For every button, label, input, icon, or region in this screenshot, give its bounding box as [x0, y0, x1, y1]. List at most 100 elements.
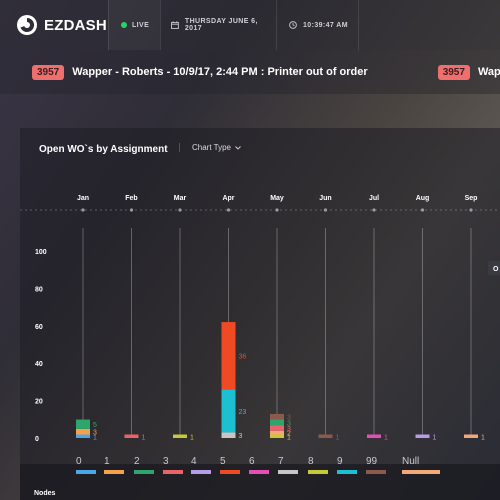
data-label: 3	[287, 415, 291, 422]
data-label: 1	[93, 434, 97, 441]
month-label: Jan	[77, 195, 89, 202]
live-label: LIVE	[132, 21, 150, 29]
bar-segment[interactable]	[173, 434, 187, 439]
legend-swatch	[366, 470, 386, 474]
legend-label: Null	[402, 456, 420, 467]
month-label: Aug	[416, 195, 430, 202]
bar-segment[interactable]	[76, 434, 90, 439]
data-label: 1	[481, 434, 485, 441]
legend-item-null[interactable]: Null	[402, 456, 440, 474]
legend-item-9[interactable]: 9	[337, 456, 357, 474]
clock-icon	[289, 21, 297, 29]
time-label: 10:39:47 AM	[303, 21, 348, 29]
data-label: 23	[239, 409, 247, 416]
month-label: Jul	[369, 195, 379, 202]
legend-label: 5	[220, 456, 226, 467]
legend-item-7[interactable]: 7	[278, 456, 298, 474]
legend-item-99[interactable]: 99	[366, 456, 386, 474]
bar-segment[interactable]	[221, 432, 236, 438]
brand-name: EZDASH	[44, 16, 107, 34]
bar-segment[interactable]	[76, 419, 90, 429]
legend-item-1[interactable]: 1	[104, 456, 124, 474]
bar-segment[interactable]	[270, 419, 284, 426]
bar-segment[interactable]	[270, 430, 284, 435]
bar-segment[interactable]	[270, 413, 284, 420]
data-label: 3	[239, 433, 243, 440]
bar-segment[interactable]	[415, 434, 430, 439]
legend-label: 9	[337, 456, 343, 467]
top-bar-spacer	[358, 0, 500, 50]
data-label: 1	[384, 434, 388, 441]
chevron-down-icon	[235, 145, 241, 150]
legend-swatch	[76, 470, 96, 474]
legend-label: 4	[191, 456, 197, 467]
legend-label: 2	[134, 456, 140, 467]
ticker-message: Wapper - Roberts - 10/9/17, 2:44 PM : Pr…	[72, 66, 368, 78]
time-display: 10:39:47 AM	[276, 0, 358, 50]
data-label: 3	[287, 426, 291, 433]
tooltip-text: O	[493, 266, 499, 273]
chart-type-label: Chart Type	[192, 143, 231, 152]
legend-item-0[interactable]: 0	[76, 456, 96, 474]
calendar-icon	[171, 21, 179, 29]
legend-swatch	[134, 470, 154, 474]
ticker-item[interactable]: 3957 Wapper - Ro	[437, 64, 500, 80]
legend-item-8[interactable]: 8	[308, 456, 328, 474]
legend-label: 0	[76, 456, 82, 467]
month-marker	[178, 208, 182, 212]
month-label: Jun	[319, 195, 331, 202]
bar-segment[interactable]	[270, 434, 284, 439]
month-label: May	[270, 195, 284, 202]
date-label: THURSDAY JUNE 6, 2017	[184, 18, 258, 32]
legend-title: Nodes	[34, 490, 56, 497]
month-label: Feb	[125, 195, 137, 202]
chart-type-dropdown[interactable]: Chart Type	[179, 143, 241, 152]
legend-swatch	[308, 470, 328, 474]
data-label: 1	[142, 434, 146, 441]
legend-item-2[interactable]: 2	[134, 456, 154, 474]
data-label: 1	[433, 434, 437, 441]
y-tick-label: 60	[35, 324, 43, 331]
date-display: THURSDAY JUNE 6, 2017	[160, 0, 276, 50]
bar-segment[interactable]	[221, 322, 236, 390]
legend-swatch	[278, 470, 298, 474]
top-bar: EZDASH LIVE THURSDAY JUNE 6, 2017 10:39:…	[0, 0, 500, 50]
live-indicator[interactable]: LIVE	[108, 0, 160, 50]
legend-label: 7	[278, 456, 284, 467]
legend-label: 6	[249, 456, 255, 467]
bar-segment[interactable]	[76, 428, 90, 435]
month-label: Sep	[465, 195, 478, 202]
brand[interactable]: EZDASH	[0, 0, 108, 50]
data-label: 3	[287, 420, 291, 427]
y-tick-label: 40	[35, 361, 43, 368]
nodes-legend: Nodes 0 1 2 3 4 5 6 7 8 9 99 Null	[20, 456, 500, 500]
legend-swatch	[220, 470, 240, 474]
legend-item-6[interactable]: 6	[249, 456, 269, 474]
data-label: 36	[239, 354, 247, 361]
legend-label: 99	[366, 456, 378, 467]
data-label: 3	[93, 430, 97, 437]
bar-segment[interactable]	[464, 434, 478, 439]
legend-item-4[interactable]: 4	[191, 456, 211, 474]
data-label: 1	[190, 434, 194, 441]
month-marker	[372, 208, 376, 212]
ticker-item[interactable]: 3957 Wapper - Roberts - 10/9/17, 2:44 PM…	[32, 64, 368, 80]
data-label: 1	[336, 434, 340, 441]
bar-segment[interactable]	[270, 425, 284, 431]
data-label: 1	[287, 434, 291, 441]
bar-segment[interactable]	[221, 389, 236, 433]
stacked-bar-chart: 020406080100Jan135Feb1Mar1Apr32336May123…	[20, 195, 500, 443]
y-tick-label: 100	[35, 249, 47, 256]
y-tick-label: 0	[35, 436, 39, 443]
month-label: Mar	[174, 195, 187, 202]
legend-item-3[interactable]: 3	[163, 456, 183, 474]
bar-segment[interactable]	[318, 434, 333, 439]
ticket-badge: 3957	[32, 64, 65, 80]
bar-segment[interactable]	[124, 434, 139, 439]
legend-item-5[interactable]: 5	[220, 456, 240, 474]
alert-ticker: 3957 Wapper - Roberts - 10/9/17, 2:44 PM…	[0, 50, 500, 94]
legend-swatch	[402, 470, 440, 474]
bar-segment[interactable]	[367, 434, 381, 439]
chart-panel: Open WO`s by Assignment Chart Type 0 20 40…	[20, 128, 500, 500]
legend-label: 1	[104, 456, 110, 467]
